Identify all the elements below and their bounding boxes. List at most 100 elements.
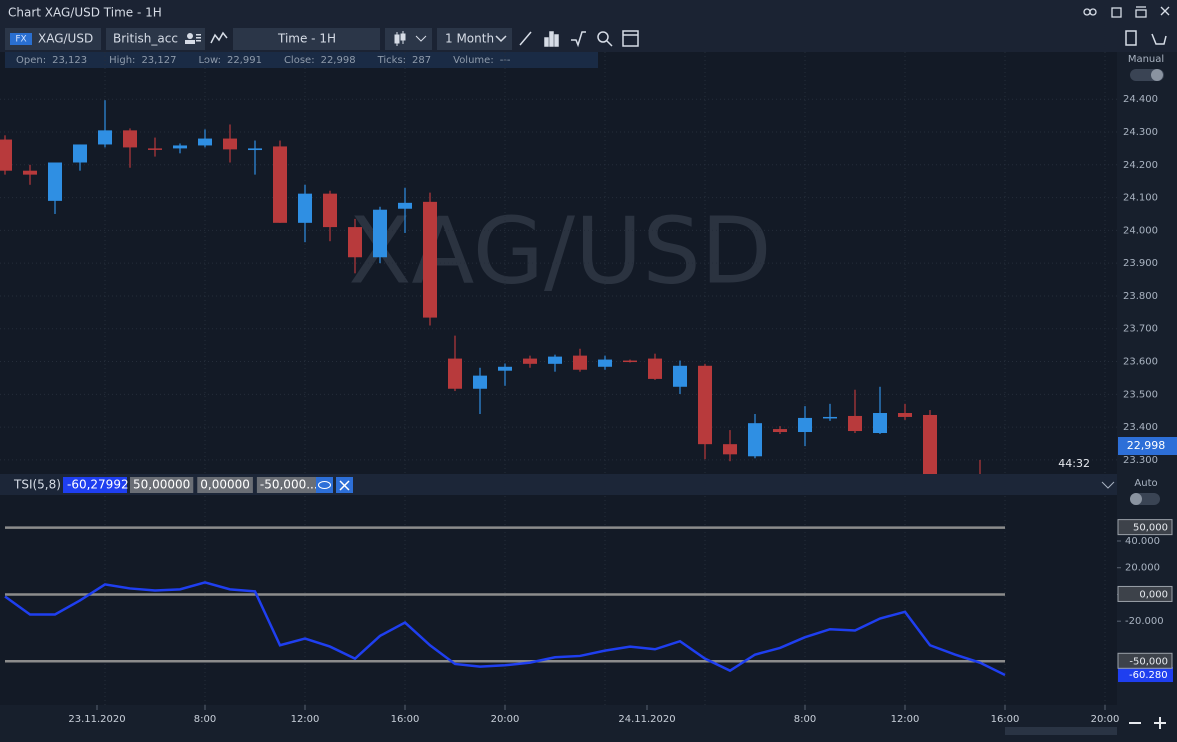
chart-type-icon [394, 31, 427, 46]
range-button[interactable] [437, 28, 512, 50]
candle-body [73, 144, 87, 163]
current-value-axis: -60.280 [1129, 670, 1168, 681]
info-label: Ticks: [377, 55, 406, 66]
candle-body [373, 209, 387, 258]
account-icon [185, 33, 201, 44]
y-tick-label: 23.900 [1123, 258, 1158, 269]
eye-icon [318, 481, 331, 489]
y-tick-label: 23.300 [1123, 455, 1158, 466]
level-header-box [197, 477, 253, 493]
close-icon [339, 480, 350, 491]
info-label: Volume: [453, 55, 494, 66]
info-value: 22,998 [321, 55, 356, 66]
indicator-axis-labels: 40.00020.0000.000-20.000-60.28050,0000,0… [1117, 519, 1173, 683]
price-grid [0, 52, 1117, 705]
y-tick-label: 23.700 [1123, 324, 1158, 335]
countdown: 44:32 [1058, 457, 1090, 470]
candle-body [323, 193, 337, 228]
x-tick-label: 12:00 [291, 714, 320, 725]
level-axis-box [1117, 585, 1173, 602]
timeframe-button[interactable] [233, 28, 380, 50]
window-title: Chart XAG/USD Time - 1H [8, 6, 162, 20]
info-label: Open: [16, 55, 46, 66]
x-tick-label: 23.11.2020 [68, 714, 125, 725]
candle-body [873, 413, 887, 434]
candle-body [348, 227, 362, 258]
candle-body [823, 416, 837, 419]
x-tick-label: 24.11.2020 [618, 714, 675, 725]
y-tick-label: 24.300 [1123, 127, 1158, 138]
time-axis-labels: 23.11.2020 8:00 12:00 16:00 20:00 24.11.2020 8… [68, 705, 1119, 725]
y-tick-label: 23.500 [1123, 389, 1158, 400]
y-tick-label: 24.000 [1123, 225, 1158, 236]
candle-body [923, 414, 937, 474]
time-axis [0, 705, 1177, 742]
y-tick-label: 23.400 [1123, 422, 1158, 433]
candle-body [648, 358, 662, 379]
indicator-line [4, 581, 1006, 677]
dropdown-arrow [495, 35, 507, 43]
candle-body [523, 358, 537, 364]
candle-body [773, 429, 787, 433]
x-tick-label: 20:00 [491, 714, 520, 725]
level-headers: 50,00000 0,00000 -50,000... [130, 477, 321, 493]
current-value-box [63, 477, 127, 493]
candle-body [198, 138, 212, 146]
level-header: 0,00000 [200, 478, 250, 492]
candles [0, 100, 981, 474]
candle-body [448, 358, 462, 389]
level-axis-box [1117, 652, 1173, 669]
candle-body [48, 162, 62, 201]
timeframe: Time - 1H [277, 32, 336, 46]
level-header-box [130, 477, 194, 493]
candle-body [748, 423, 762, 457]
current-price: 22,998 [1127, 439, 1166, 452]
candle-body [298, 193, 312, 223]
level-header: 50,00000 [133, 478, 190, 492]
y-tick-label: 40.000 [1125, 536, 1160, 547]
title-bar [0, 0, 1177, 25]
candle-body [898, 413, 912, 417]
info-value: 287 [412, 55, 431, 66]
candle-body [723, 444, 737, 455]
candle-body [598, 359, 612, 367]
window-controls[interactable] [1083, 6, 1170, 18]
candle-body [698, 365, 712, 445]
scrollbar[interactable] [1005, 727, 1117, 735]
x-tick-label: 8:00 [794, 714, 816, 725]
indicator-scale-mode: Auto [1134, 478, 1157, 489]
y-tick-label: 24.200 [1123, 160, 1158, 171]
toggle-knob [1130, 493, 1142, 505]
zoom-buttons[interactable] [1129, 717, 1166, 729]
candle-body [498, 366, 512, 371]
candle-body [423, 201, 437, 318]
level-axis-label: 50,000 [1133, 523, 1168, 534]
info-value: 23,123 [52, 55, 87, 66]
current-value: -60,27992 [67, 478, 129, 492]
candle-body [248, 148, 262, 151]
candle-body [123, 130, 137, 148]
x-tick-label: 16:00 [391, 714, 420, 725]
info-label: High: [109, 55, 135, 66]
y-tick-label: 24.400 [1123, 94, 1158, 105]
level-header-box [256, 477, 321, 493]
current-value-axis-box [1118, 667, 1173, 683]
range: 1 Month [445, 32, 494, 46]
collapse-arrow[interactable] [1101, 481, 1115, 489]
info-value: 22,991 [227, 55, 262, 66]
indicator-icon[interactable] [210, 31, 228, 44]
candle-body [623, 360, 637, 363]
account-button[interactable] [106, 28, 205, 50]
chart-type-button[interactable] [385, 28, 432, 50]
info-label: Low: [198, 55, 221, 66]
info-value: 23,127 [141, 55, 176, 66]
candle-body [98, 130, 112, 145]
price-axis [1117, 52, 1177, 474]
visibility-button[interactable] [316, 477, 333, 493]
tool-icons[interactable] [519, 30, 1167, 48]
watermark: XAG/USD [348, 197, 771, 304]
candle-body [273, 146, 287, 223]
badge [10, 33, 32, 45]
x-tick-label: 8:00 [194, 714, 216, 725]
